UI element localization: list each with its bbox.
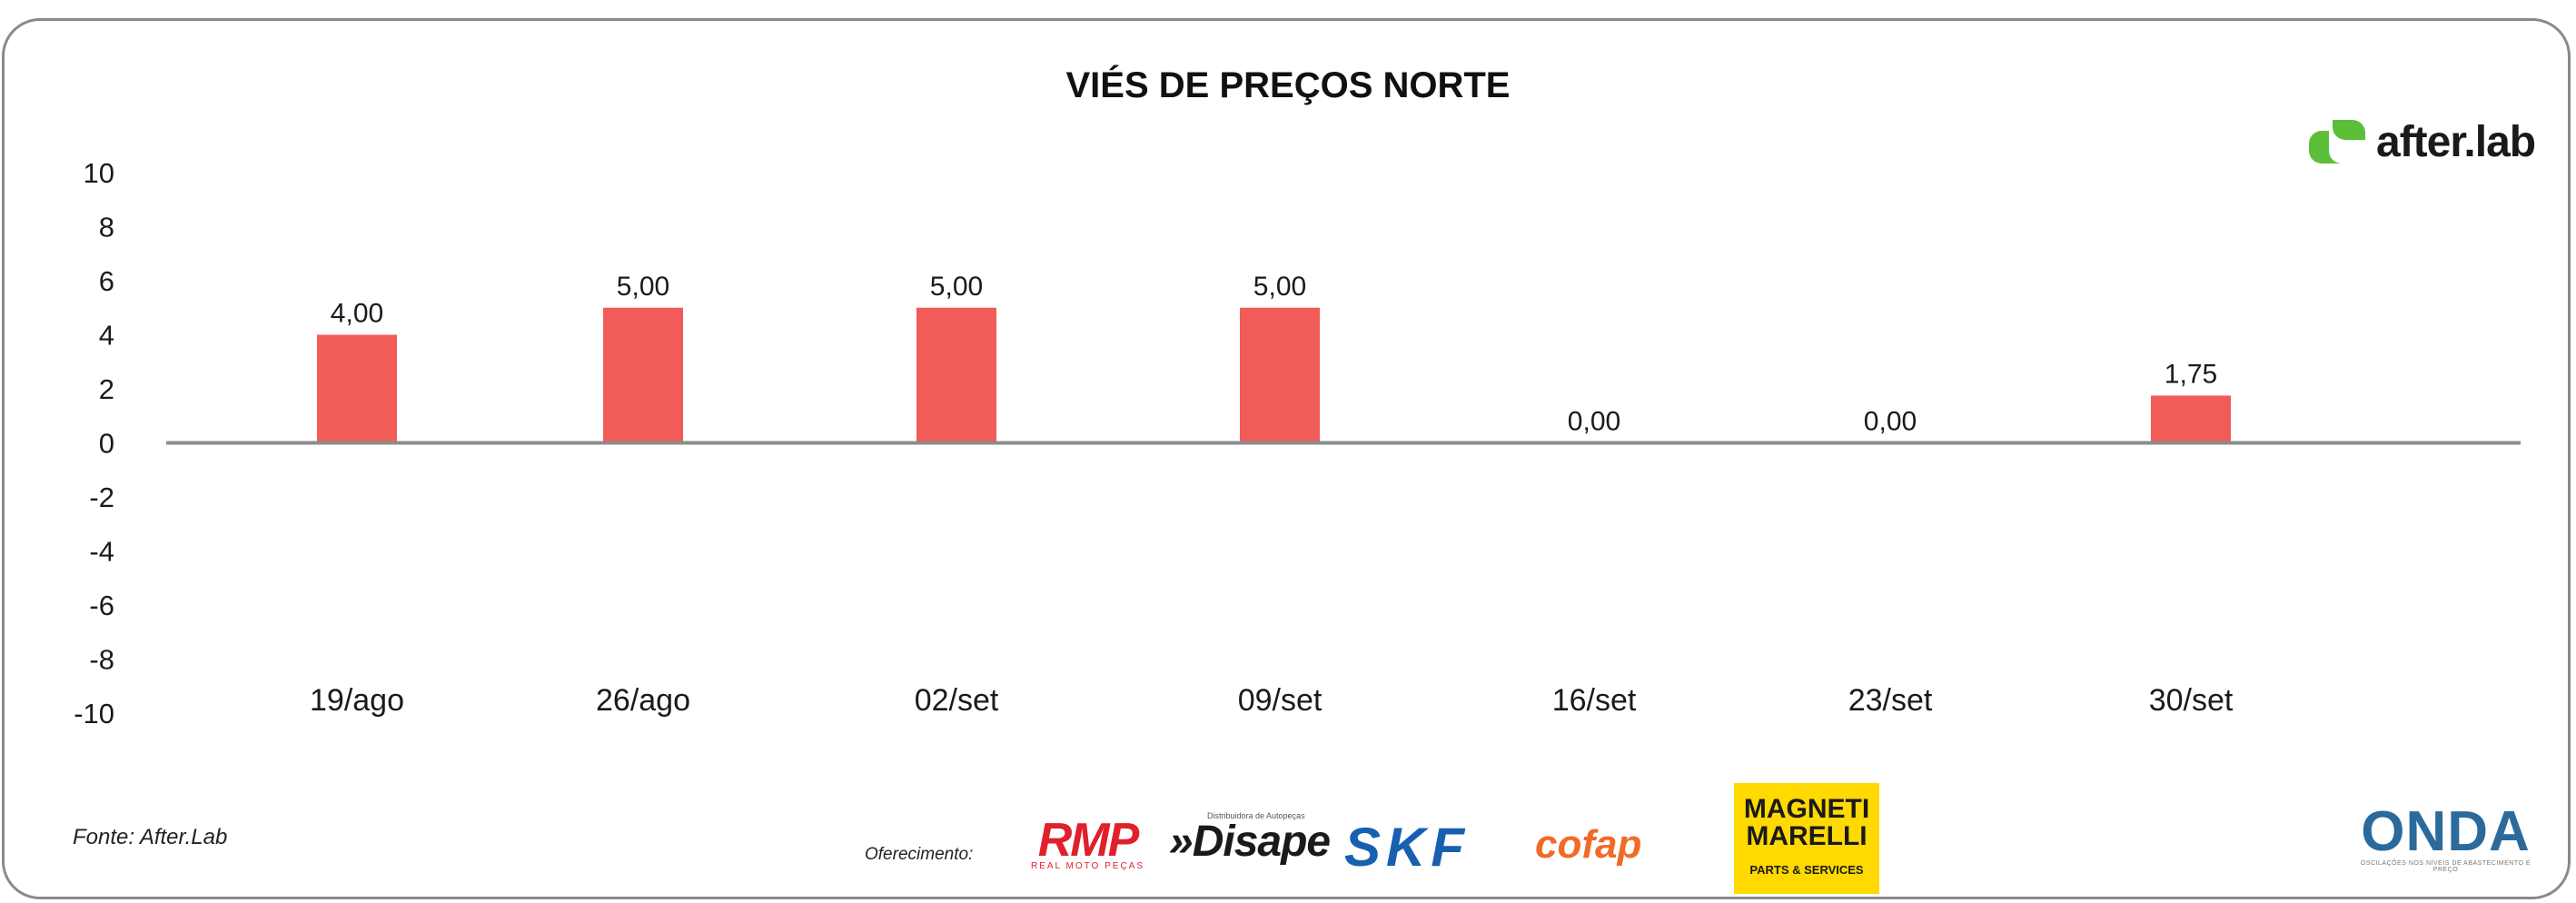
x-tick-label: 26/ago (596, 683, 690, 718)
data-label: 4,00 (331, 299, 383, 329)
y-tick-label: 6 (99, 265, 114, 297)
data-label: 5,00 (617, 272, 669, 302)
disape-wordmark: »Disape (1169, 818, 1331, 866)
disape-logo: Distribuidora de Autopeças »Disape (1169, 811, 1331, 866)
y-tick-label: 10 (84, 157, 114, 189)
sponsors-label: Oferecimento: (865, 845, 974, 864)
bar (2151, 395, 2231, 443)
y-tick-label: -4 (89, 536, 114, 568)
magneti-tagline: PARTS & SERVICES (1749, 863, 1864, 877)
magneti-marelli-logo: MAGNETI MARELLI PARTS & SERVICES (1734, 783, 1879, 894)
source-note: Fonte: After.Lab (73, 825, 228, 849)
skf-logo: SKF (1344, 817, 1470, 878)
rmp-wordmark: RMP (1037, 814, 1140, 867)
y-tick-label: 2 (99, 373, 114, 405)
y-tick-label: -10 (74, 698, 114, 729)
afterlab-icon (2309, 120, 2365, 164)
x-tick-label: 02/set (915, 683, 999, 718)
chart-title: VIÉS DE PREÇOS NORTE (1065, 65, 1511, 105)
bar (603, 307, 683, 443)
onda-logo: ONDA OSCILAÇÕES NOS NÍVEIS DE ABASTECIME… (2353, 800, 2539, 874)
data-label: 0,00 (1864, 407, 1917, 437)
y-tick-label: -2 (89, 481, 114, 513)
afterlab-logo: after.lab (2307, 116, 2536, 167)
bar (1240, 307, 1320, 443)
afterlab-wordmark: after.lab (2376, 117, 2536, 166)
cofap-logo: cofap (1535, 822, 1642, 867)
magneti-wordmark: MAGNETI MARELLI (1743, 794, 1870, 851)
y-tick-label: 0 (99, 428, 114, 460)
data-label: 1,75 (2165, 359, 2217, 389)
onda-wordmark: ONDA (2361, 800, 2531, 863)
y-tick-label: 8 (99, 212, 114, 243)
data-label: 5,00 (930, 272, 983, 302)
y-tick-label: -6 (89, 590, 114, 621)
onda-tagline: OSCILAÇÕES NOS NÍVEIS DE ABASTECIMENTO E… (2360, 860, 2531, 873)
x-tick-label: 30/set (2149, 683, 2234, 718)
bar (916, 307, 996, 443)
y-tick-label: -8 (89, 644, 114, 676)
x-tick-label: 23/set (1848, 683, 1933, 718)
chart-card (2, 18, 2571, 899)
data-label: 0,00 (1568, 407, 1620, 437)
x-tick-label: 09/set (1238, 683, 1323, 718)
x-tick-label: 16/set (1552, 683, 1637, 718)
x-tick-label: 19/ago (310, 683, 404, 718)
disape-tagline: Distribuidora de Autopeças (1207, 811, 1305, 820)
bar (317, 334, 397, 443)
data-label: 5,00 (1253, 272, 1306, 302)
rmp-tagline: REAL MOTO PEÇAS (1030, 861, 1145, 871)
y-tick-label: 4 (99, 320, 114, 352)
rmp-logo: RMP REAL MOTO PEÇAS (1026, 814, 1149, 871)
